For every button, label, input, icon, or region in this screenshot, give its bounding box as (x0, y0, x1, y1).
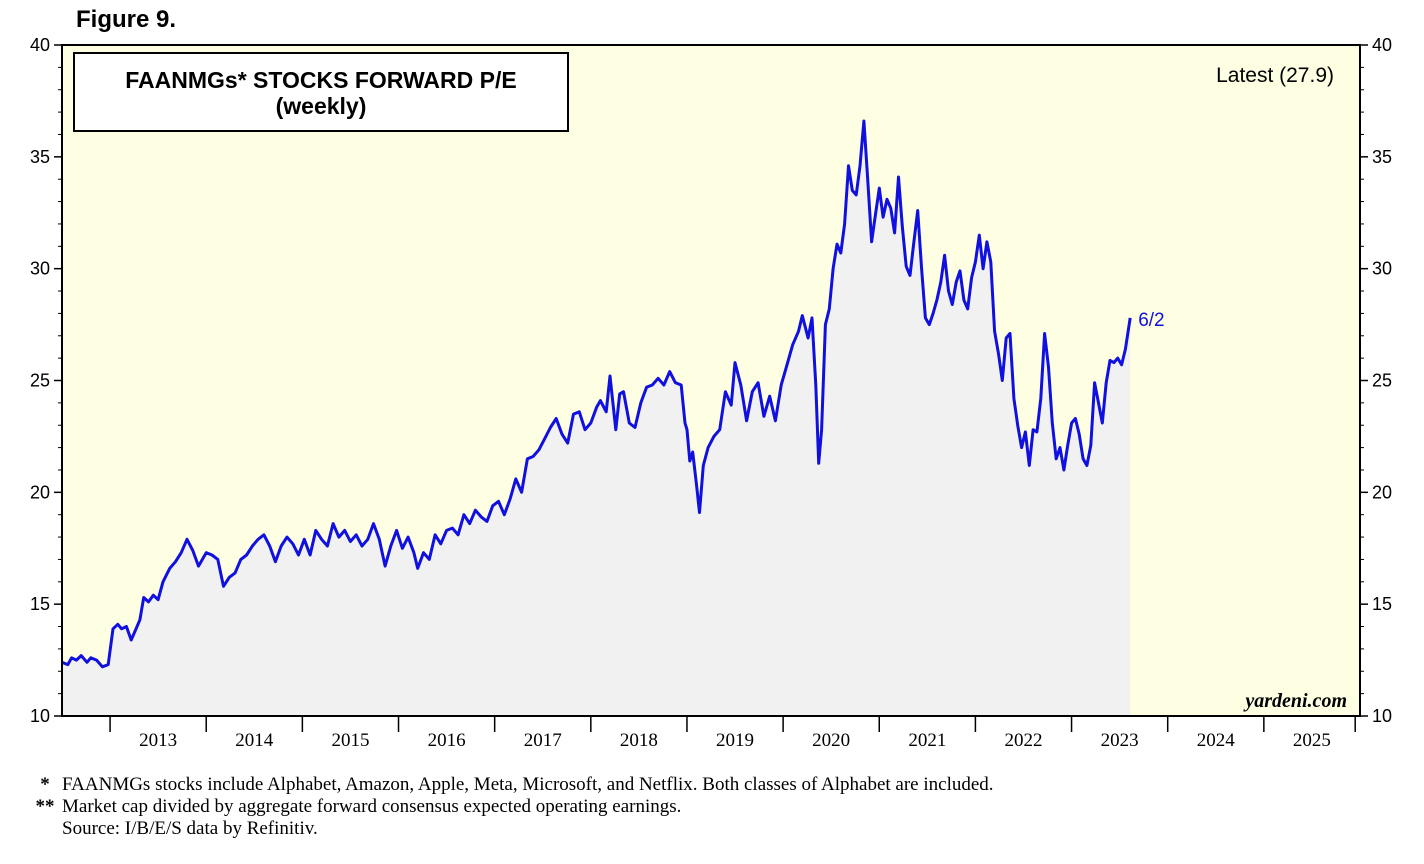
footnote-mark: * (40, 774, 50, 795)
x-tick-label: 2018 (620, 730, 658, 751)
x-tick-label: 2017 (524, 730, 562, 751)
footnote-mark (28, 818, 62, 840)
x-tick-label: 2016 (428, 730, 466, 751)
x-tick-label: 2022 (1004, 730, 1042, 751)
watermark: yardeni.com (1243, 690, 1347, 712)
footnote-2: ** Market cap divided by aggregate forwa… (28, 796, 994, 818)
title-box (73, 52, 569, 132)
footnote-text: Market cap divided by aggregate forward … (62, 796, 682, 817)
footnote-mark: ** (35, 796, 55, 817)
series-line (61, 119, 1132, 669)
chart-subtitle: (weekly) (276, 93, 367, 119)
x-tick-label: 2019 (716, 730, 754, 751)
footnote-source: Source: I/B/E/S data by Refinitiv. (28, 818, 994, 840)
footnotes: * FAANMGs stocks include Alphabet, Amazo… (28, 774, 994, 840)
footnote-1: * FAANMGs stocks include Alphabet, Amazo… (28, 774, 994, 796)
x-tick-label: 2014 (235, 730, 274, 751)
x-tick-label: 2023 (1101, 730, 1139, 751)
figure-label: Figure 9. (76, 6, 177, 33)
latest-value-label: Latest (27.9) (1216, 64, 1334, 87)
x-tick-label: 2015 (331, 730, 369, 751)
y-tick-label-left: 20 (30, 482, 50, 502)
y-tick-label-left: 30 (30, 259, 50, 279)
source-text: Source: I/B/E/S data by Refinitiv. (62, 818, 318, 839)
y-tick-label-right: 35 (1372, 147, 1392, 167)
x-tick-label: 2025 (1293, 730, 1331, 751)
series-area (62, 121, 1131, 716)
y-tick-label-left: 40 (30, 35, 50, 55)
x-tick-label: 2021 (908, 730, 946, 751)
y-tick-label-right: 30 (1372, 259, 1392, 279)
x-tick-label: 2013 (139, 730, 177, 751)
x-tick-label: 2024 (1197, 730, 1236, 751)
y-tick-label-right: 15 (1372, 594, 1392, 614)
end-date-label: 6/2 (1138, 310, 1164, 331)
y-tick-label-right: 10 (1372, 706, 1392, 726)
y-tick-label-left: 10 (30, 706, 50, 726)
chart-title: FAANMGs* STOCKS FORWARD P/E (125, 67, 516, 93)
y-tick-label-right: 20 (1372, 482, 1392, 502)
y-tick-label-right: 40 (1372, 35, 1392, 55)
y-tick-label-right: 25 (1372, 371, 1392, 391)
y-tick-label-left: 15 (30, 594, 50, 614)
x-tick-label: 2020 (812, 730, 850, 751)
footnote-text: FAANMGs stocks include Alphabet, Amazon,… (62, 774, 994, 795)
y-tick-label-left: 35 (30, 147, 50, 167)
y-tick-label-left: 25 (30, 371, 50, 391)
